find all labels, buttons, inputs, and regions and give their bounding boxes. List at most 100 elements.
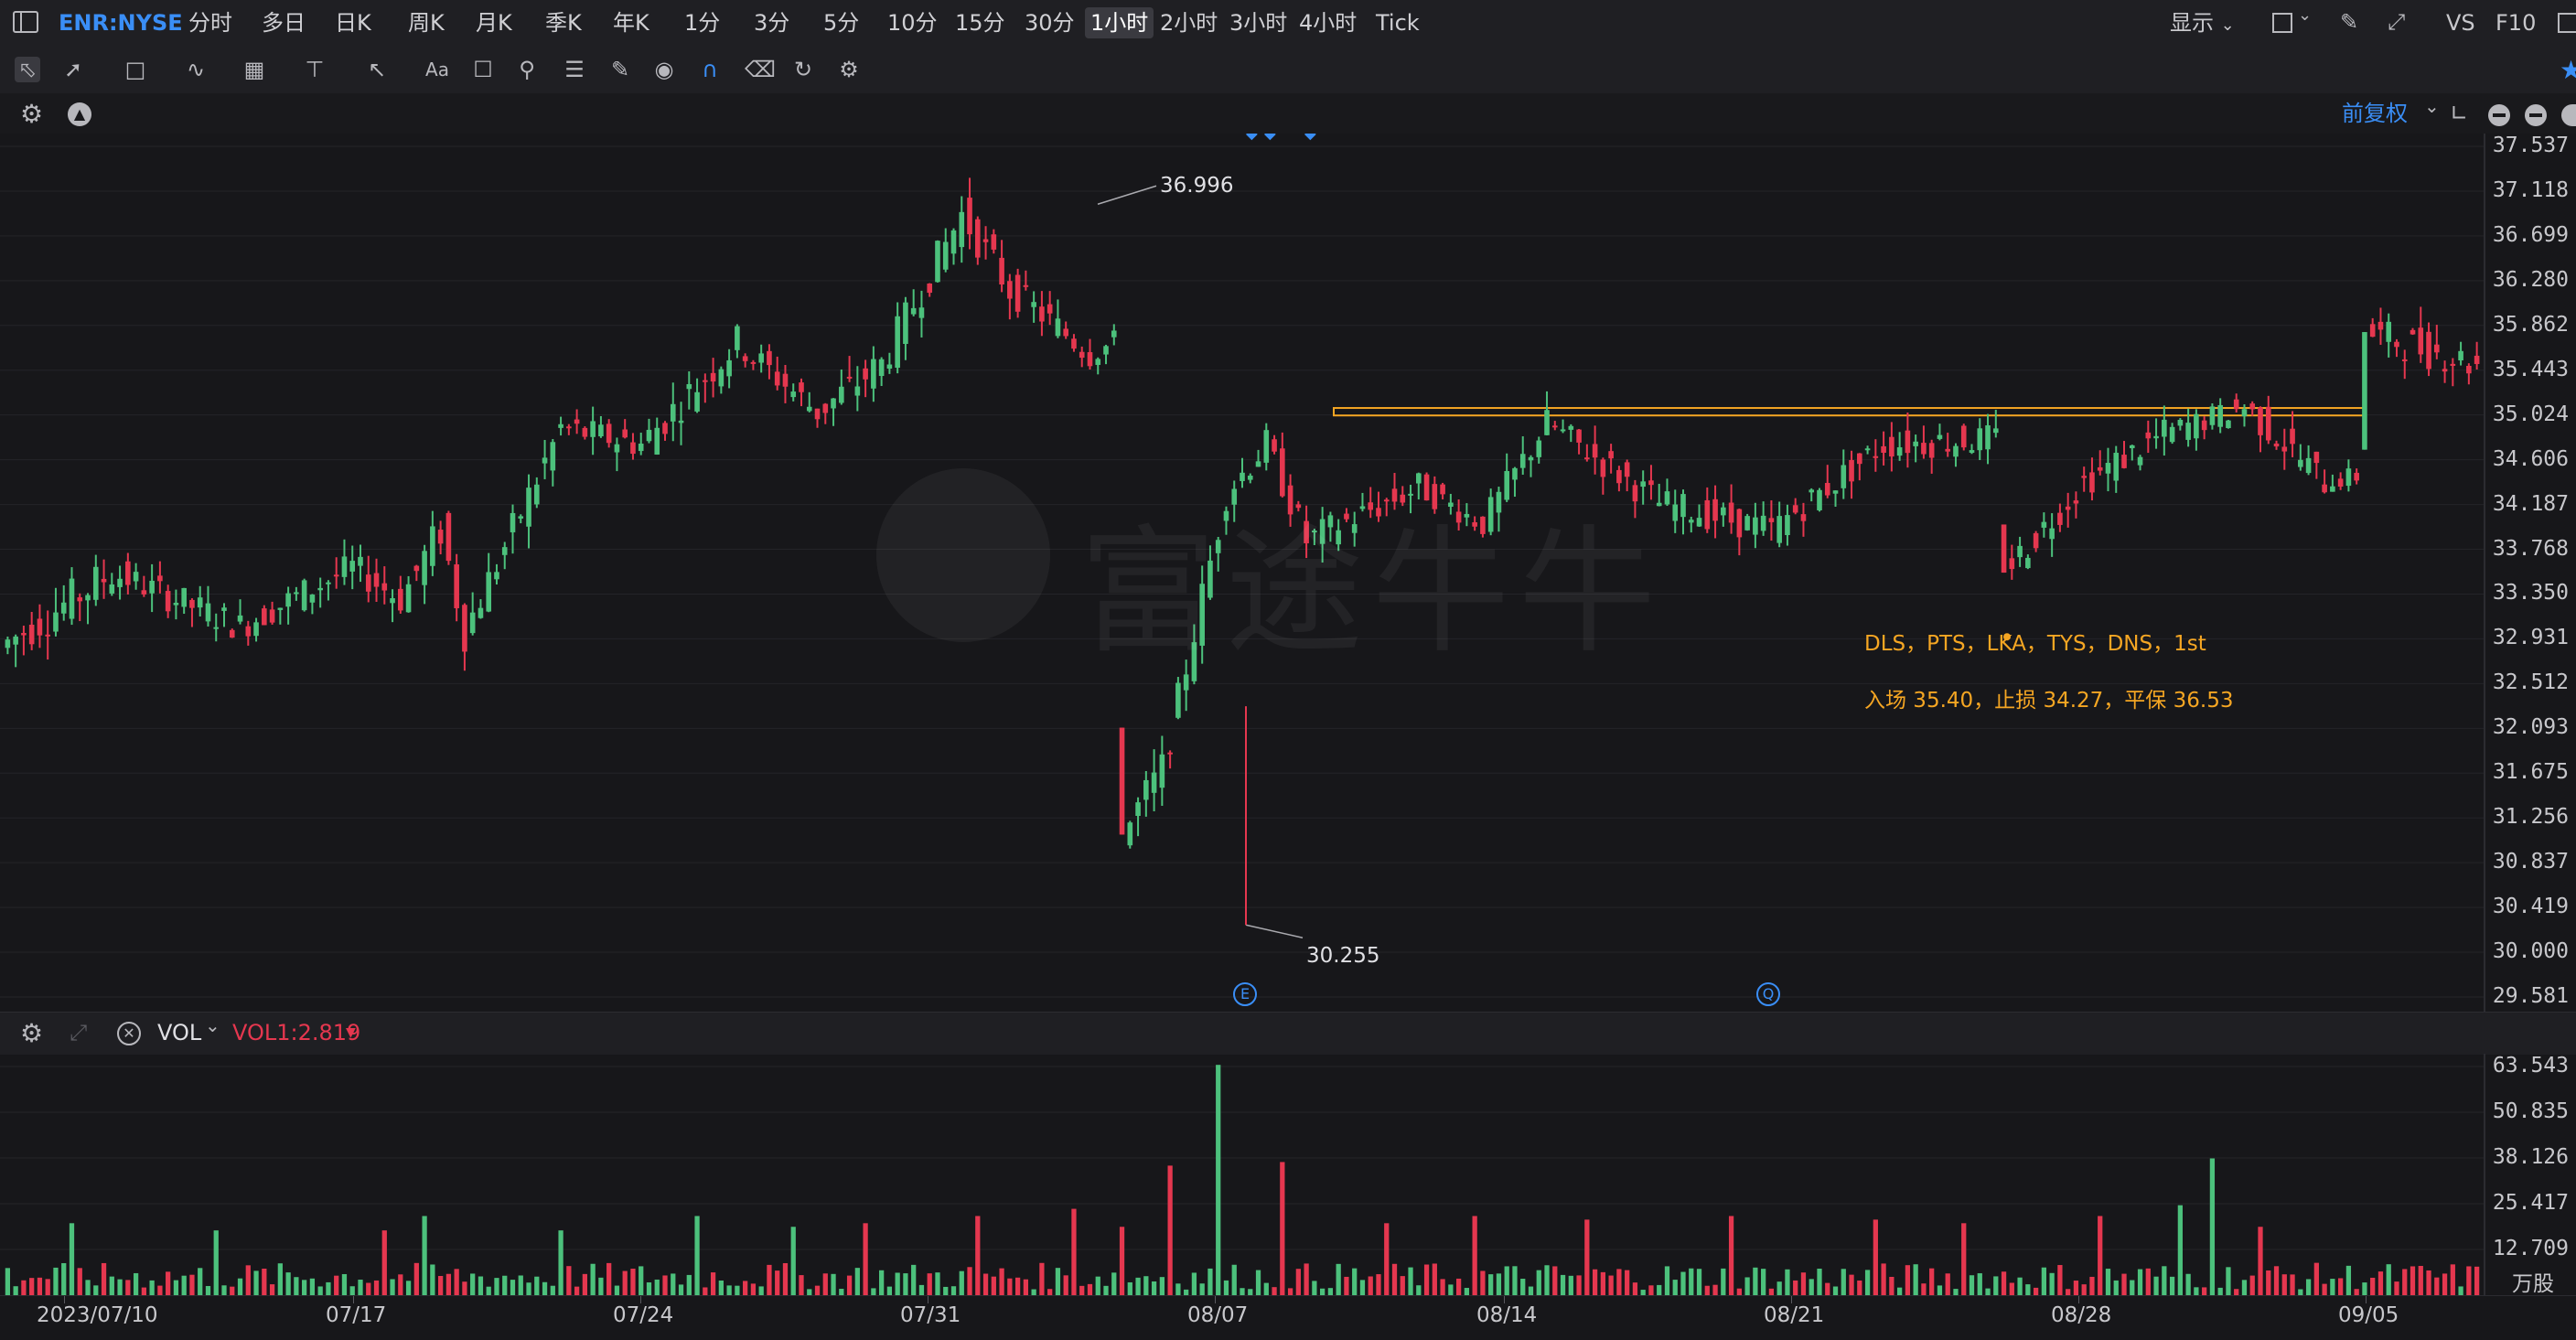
candle-body[interactable]	[1792, 505, 1798, 513]
candle-body[interactable]	[2033, 532, 2039, 549]
candle-body[interactable]	[85, 595, 91, 601]
candle-body[interactable]	[1568, 425, 1574, 430]
candle-body[interactable]	[1889, 436, 1894, 457]
candle-body[interactable]	[839, 386, 844, 403]
candle-body[interactable]	[1785, 515, 1790, 536]
volume-bar[interactable]	[950, 1286, 957, 1295]
volume-bar[interactable]	[454, 1269, 459, 1295]
volume-bar[interactable]	[430, 1264, 435, 1295]
candle-body[interactable]	[317, 587, 323, 591]
volume-bar[interactable]	[302, 1280, 307, 1295]
volume-bar[interactable]	[2466, 1266, 2472, 1295]
candle-body[interactable]	[2290, 428, 2295, 445]
volume-bar[interactable]	[710, 1272, 716, 1295]
eye-icon[interactable]: ◉	[654, 57, 674, 82]
candle-body[interactable]	[2337, 478, 2344, 487]
candle-body[interactable]	[309, 595, 316, 603]
volume-bar[interactable]	[703, 1287, 708, 1295]
candle-body[interactable]	[1680, 494, 1686, 518]
candle-body[interactable]	[173, 603, 179, 606]
tab-interval-17[interactable]: Tick	[1376, 10, 1420, 36]
candle-body[interactable]	[1824, 482, 1830, 496]
volume-bar[interactable]	[1031, 1289, 1036, 1295]
candle-body[interactable]	[1672, 504, 1679, 521]
brush-icon[interactable]: ✎	[610, 57, 630, 82]
candle-body[interactable]	[1247, 476, 1253, 480]
volume-bar[interactable]	[726, 1285, 732, 1295]
candle-body[interactable]	[45, 634, 51, 637]
volume-bar[interactable]	[1800, 1272, 1807, 1295]
gear-icon[interactable]: ⚙	[20, 99, 44, 129]
tab-interval-14[interactable]: 2小时	[1160, 10, 1218, 36]
candle-body[interactable]	[2362, 332, 2367, 450]
volume-bar[interactable]	[903, 1273, 908, 1295]
volume-bar[interactable]	[1272, 1287, 1277, 1295]
candle-body[interactable]	[1817, 489, 1822, 510]
candle-body[interactable]	[1736, 509, 1743, 538]
volume-bar[interactable]	[1536, 1270, 1541, 1295]
candle-body[interactable]	[1608, 451, 1614, 459]
candle-body[interactable]	[1913, 441, 1918, 446]
volume-bar[interactable]	[1873, 1219, 1878, 1295]
volume-bar[interactable]	[1689, 1268, 1694, 1295]
candle-body[interactable]	[1263, 430, 1270, 463]
minus-circle-icon[interactable]	[2525, 104, 2547, 126]
volume-bar[interactable]	[646, 1282, 652, 1295]
candle-body[interactable]	[277, 607, 284, 610]
candle-body[interactable]	[2377, 321, 2384, 330]
candle-body[interactable]	[2065, 506, 2071, 510]
volume-bar[interactable]	[558, 1230, 564, 1295]
caret-down-icon[interactable]: ▼	[346, 1025, 356, 1040]
candle-body[interactable]	[991, 234, 997, 250]
volume-bar[interactable]	[918, 1284, 925, 1295]
candle-body[interactable]	[2298, 459, 2303, 467]
candle-body[interactable]	[1255, 461, 1261, 467]
volume-bar[interactable]	[935, 1272, 940, 1295]
candle-body[interactable]	[1536, 440, 1542, 457]
volume-bar[interactable]	[445, 1273, 452, 1295]
candle-body[interactable]	[237, 615, 243, 622]
candle-body[interactable]	[2401, 359, 2408, 361]
volume-bar[interactable]	[671, 1273, 676, 1295]
volume-bar[interactable]	[1728, 1216, 1734, 1295]
volume-bar[interactable]	[277, 1263, 283, 1295]
candle-body[interactable]	[533, 484, 540, 505]
volume-bar[interactable]	[1704, 1285, 1710, 1295]
volume-bar[interactable]	[1921, 1283, 1927, 1295]
volume-bar[interactable]	[1832, 1286, 1839, 1295]
fib-icon[interactable]: ▦	[243, 57, 265, 82]
candle-body[interactable]	[927, 283, 933, 294]
volume-bar[interactable]	[245, 1265, 251, 1295]
candle-body[interactable]	[1544, 410, 1550, 435]
volume-bar[interactable]	[2162, 1266, 2167, 1295]
candle-body[interactable]	[1023, 284, 1029, 287]
volume-bar[interactable]	[2290, 1274, 2295, 1295]
volume-bar[interactable]	[982, 1273, 989, 1295]
volume-bar[interactable]	[422, 1216, 427, 1295]
candle-body[interactable]	[1199, 584, 1205, 646]
candle-body[interactable]	[413, 565, 420, 572]
volume-bar[interactable]	[61, 1262, 67, 1295]
candle-body[interactable]	[2345, 468, 2352, 487]
volume-bar[interactable]	[317, 1286, 323, 1295]
candle-body[interactable]	[1800, 514, 1807, 521]
candle-body[interactable]	[1087, 352, 1093, 367]
volume-bar[interactable]	[2322, 1283, 2327, 1295]
candle-body[interactable]	[999, 257, 1004, 285]
settings-icon[interactable]: ⚙	[839, 57, 859, 82]
candle-body[interactable]	[694, 391, 700, 412]
candle-body[interactable]	[437, 530, 444, 544]
candle-body[interactable]	[630, 442, 636, 455]
volume-bar[interactable]	[1520, 1279, 1526, 1295]
volume-bar[interactable]	[1793, 1280, 1798, 1295]
volume-bar[interactable]	[405, 1281, 412, 1295]
volume-bar[interactable]	[566, 1266, 572, 1295]
candle-body[interactable]	[1135, 802, 1141, 817]
volume-bar[interactable]	[1184, 1289, 1189, 1295]
candle-body[interactable]	[501, 547, 508, 555]
volume-bar[interactable]	[109, 1276, 114, 1295]
candle-body[interactable]	[1721, 507, 1726, 516]
candle-body[interactable]	[822, 403, 829, 413]
volume-bar[interactable]	[1664, 1266, 1670, 1295]
volume-bar[interactable]	[1223, 1280, 1229, 1295]
